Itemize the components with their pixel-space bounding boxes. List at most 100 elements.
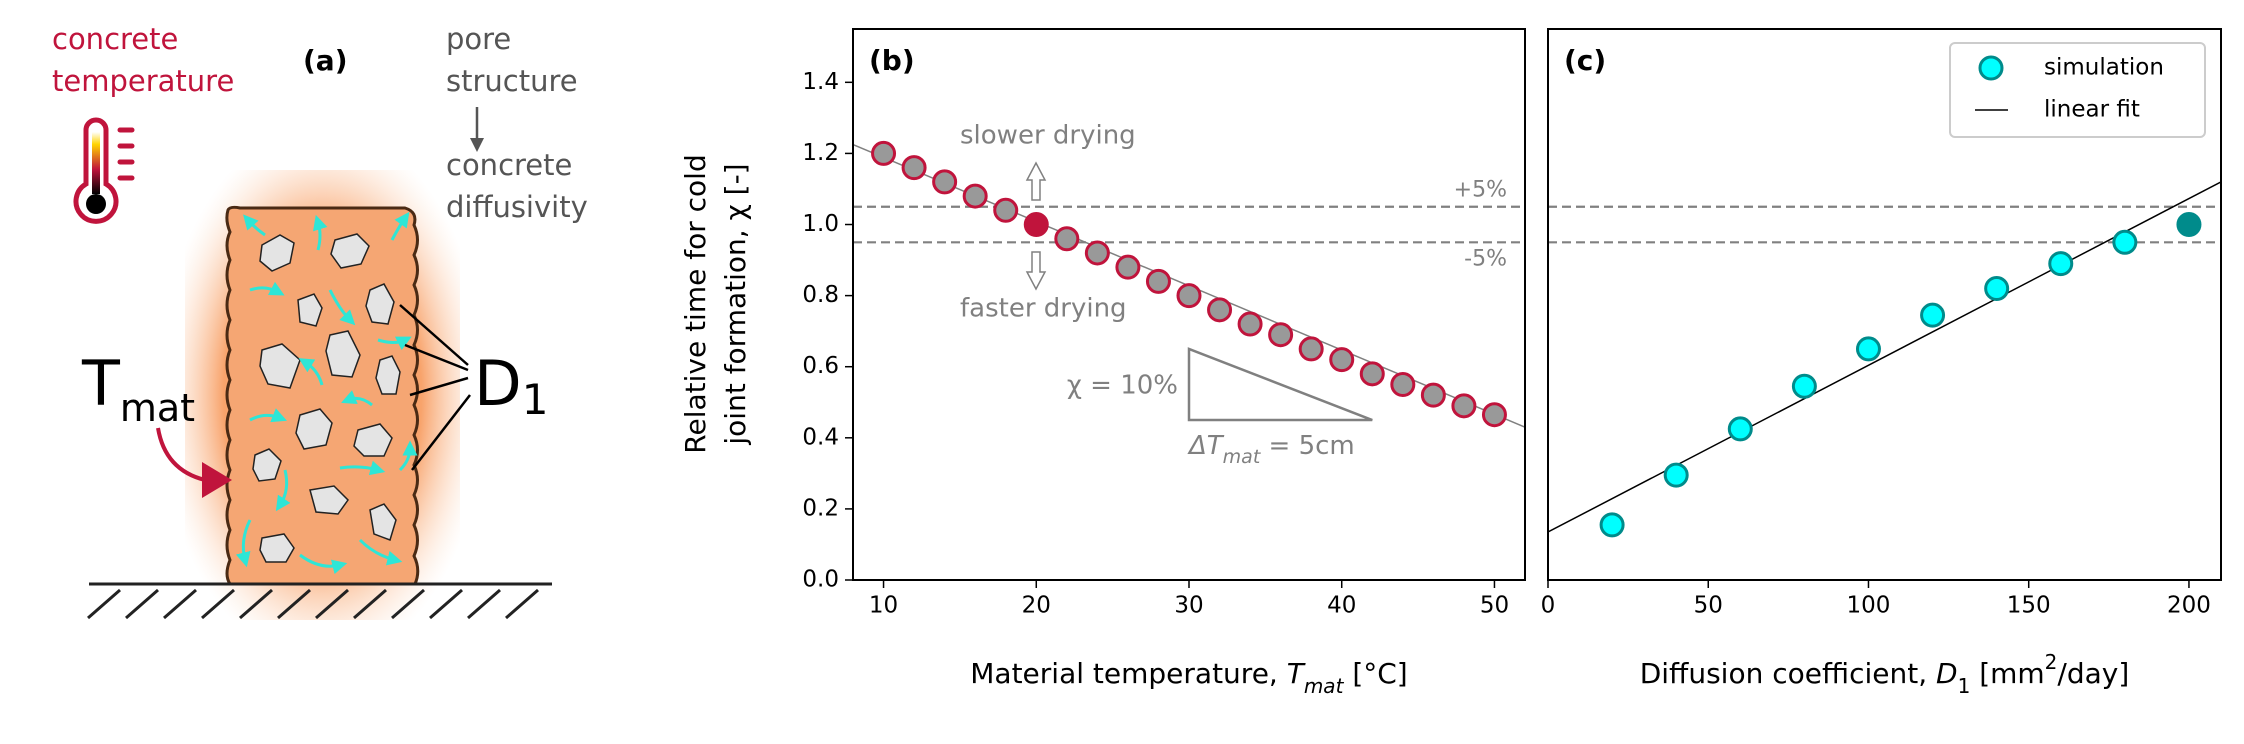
point [901,155,927,181]
point [2112,229,2138,255]
point [1481,402,1507,428]
thermometer [73,117,135,224]
x-tick-label: 0 [1541,593,1556,619]
reference-label: -5% [1464,246,1507,271]
point [1023,212,1049,238]
legend-label: linear fit [2044,97,2140,123]
ground-hatch [87,588,539,620]
y-tick-label: 0.4 [802,424,839,450]
y-tick-label: 1.0 [802,211,839,237]
temperature-label: temperature [52,64,234,98]
panel-label: (a) [303,44,348,77]
x-tick-label: 200 [2167,593,2211,619]
x-tick-label: 150 [2007,593,2051,619]
pore-arrowhead [470,138,484,152]
panel-label: (b) [869,44,915,77]
diffusivity-label: diffusivity [446,190,588,224]
point [1359,361,1385,387]
point [1268,322,1294,348]
symbol: T [81,347,121,420]
chart: 0 50 100 150 200 (c) Diffusion coefficient, D1… [1541,28,2222,698]
d1-label: D1 [474,347,548,423]
label-part: 1 [1958,674,1971,698]
label-part: [mm [1970,657,2044,690]
pointer-lines [399,304,471,471]
subscript: mat [120,386,195,430]
t-mat-label: Tmat [81,347,195,429]
y-axis-label: Relative time for cold [679,154,712,453]
point [1420,382,1446,408]
point [1390,371,1416,397]
label-part: D [1936,657,1958,690]
annotation: faster drying [960,294,1127,324]
point [993,197,1019,223]
y-tick-label: 0.2 [802,495,839,521]
point [1663,462,1689,488]
point [1084,240,1110,266]
annotation: χ = 10% [1067,371,1178,401]
panel-label: (c) [1564,44,1606,77]
heat-arrow [156,427,206,482]
pore-label: pore [446,22,511,56]
reference-label: +5% [1454,178,1507,203]
point [1791,373,1817,399]
x-tick-label: 30 [1174,593,1203,619]
y-axis-label: joint formation, χ [-] [719,163,752,445]
x-tick-label: 20 [1022,593,1051,619]
point [1920,302,1946,328]
temperature-label: concrete [52,22,178,56]
up-arrow [1025,161,1047,201]
axis-label: Diffusion coefficient, D1 [mm2/day] [1640,650,2130,698]
point [1599,512,1625,538]
axes-frame [852,28,1526,581]
x-tick-label: 50 [1480,593,1509,619]
point [1145,268,1171,294]
heat-arrowhead [202,462,232,498]
legend-box [1949,42,2206,138]
label-part: Diffusion coefficient, [1640,657,1936,690]
y-tick-label: 0.8 [802,282,839,308]
x-tick-label: 100 [1847,593,1891,619]
point [962,183,988,209]
point [1237,311,1263,337]
chart: 10 20 30 40 50 0.0 0.2 0.4 0.6 0.8 1.0 1.2 1.4 +5% -5%… [679,28,1526,698]
annotation: ΔTmat = 5cm [1187,431,1355,468]
label-part: mat [1304,674,1345,698]
point [2048,251,2074,277]
point [932,169,958,195]
label-part: T [1287,657,1306,690]
x-tick-label: 10 [869,593,898,619]
label-part: Material temperature, [970,657,1286,690]
point [1298,336,1324,362]
down-arrow [1025,251,1047,291]
axis-label: Material temperature, Tmat [°C] [970,657,1407,698]
x-tick-label: 50 [1694,593,1723,619]
y-tick-label: 0.6 [802,353,839,379]
label-part: ΔT [1187,431,1225,461]
point [1115,254,1141,280]
y-tick-label: 1.2 [802,140,839,166]
legend: simulation linear fit [1949,42,2206,138]
point [1855,336,1881,362]
pore-label: structure [446,64,578,98]
point [1727,416,1753,442]
label-part: = 5cm [1260,431,1354,461]
legend-marker [1978,55,2004,81]
point [1054,226,1080,252]
point [2176,212,2202,238]
point [1207,297,1233,323]
annotation: slower drying [960,121,1136,151]
point [1451,393,1477,419]
y-tick-label: 1.4 [802,69,839,95]
point [1984,276,2010,302]
label-part: [°C] [1343,657,1407,690]
diffusion-arrows [235,211,418,575]
point [871,140,897,166]
x-tick-label: 40 [1327,593,1356,619]
diffusivity-label: concrete [446,148,572,182]
label-part: /day] [2057,657,2129,690]
subscript: 1 [522,375,549,424]
aggregates [252,233,401,563]
label-part: 2 [2045,650,2058,674]
